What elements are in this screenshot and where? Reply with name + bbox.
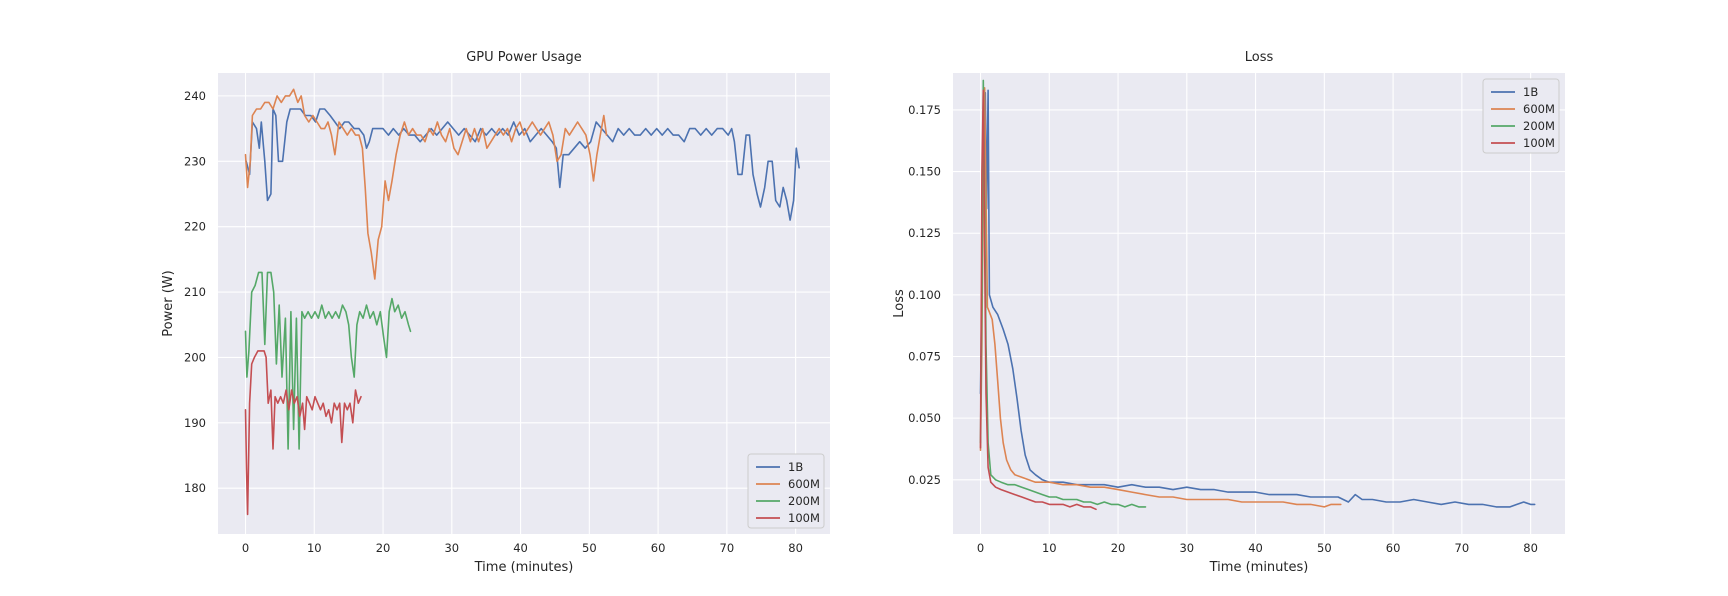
power-y-axis-label: Power (W) bbox=[161, 270, 176, 336]
power-legend-label-200m: 200M bbox=[788, 494, 820, 508]
power-x-tick-label: 80 bbox=[788, 541, 803, 555]
power-x-tick-label: 50 bbox=[582, 541, 597, 555]
power-legend-label-600m: 600M bbox=[788, 477, 820, 491]
loss-x-tick-label: 80 bbox=[1523, 541, 1538, 555]
power-series-100m bbox=[244, 350, 362, 516]
power-x-tick-label: 70 bbox=[720, 541, 735, 555]
loss-x-tick-label: 40 bbox=[1248, 541, 1263, 555]
loss-legend-label-1b: 1B bbox=[1523, 85, 1538, 99]
power-y-tick-label: 220 bbox=[184, 220, 206, 234]
power-legend-box bbox=[747, 453, 825, 529]
loss-legend: 1B 600M 200M 100M bbox=[1482, 78, 1560, 154]
loss-x-tick-label: 20 bbox=[1111, 541, 1126, 555]
loss-series-200m bbox=[979, 79, 1147, 508]
power-y-tick-label: 240 bbox=[184, 89, 206, 103]
power-legend-label-1b: 1B bbox=[788, 460, 803, 474]
power-series-1b bbox=[245, 108, 800, 221]
power-x-tick-label: 20 bbox=[376, 541, 391, 555]
power-chart-title: GPU Power Usage bbox=[466, 50, 582, 65]
loss-legend-label-200m: 200M bbox=[1523, 119, 1555, 133]
power-x-tick-label: 40 bbox=[513, 541, 528, 555]
loss-y-axis-label: Loss bbox=[892, 289, 907, 318]
power-y-tick-label: 230 bbox=[184, 154, 206, 168]
loss-x-tick-label: 70 bbox=[1455, 541, 1470, 555]
loss-legend-box bbox=[1482, 78, 1560, 154]
loss-x-tick-label: 50 bbox=[1317, 541, 1332, 555]
loss-x-tick-label: 30 bbox=[1179, 541, 1194, 555]
chart-gpu-power: 0 10 20 30 40 50 60 70 80 180 190 200 210 220 230 240 GP… bbox=[161, 50, 830, 575]
loss-x-tick-label: 10 bbox=[1042, 541, 1057, 555]
loss-series-1b bbox=[979, 89, 1536, 508]
loss-x-tick-label: 60 bbox=[1386, 541, 1401, 555]
loss-y-tick-label: 0.025 bbox=[908, 473, 941, 487]
power-series-200m bbox=[244, 271, 412, 450]
loss-plot-area bbox=[953, 73, 1565, 534]
power-x-tick-label: 10 bbox=[307, 541, 322, 555]
power-legend: 1B 600M 200M 100M bbox=[747, 453, 825, 529]
power-y-tick-label: 180 bbox=[184, 481, 206, 495]
loss-y-tick-label: 0.125 bbox=[908, 226, 941, 240]
loss-y-tick-label: 0.050 bbox=[908, 411, 941, 425]
power-plot-area bbox=[218, 73, 830, 534]
power-legend-label-100m: 100M bbox=[788, 511, 820, 525]
power-x-tick-label: 30 bbox=[444, 541, 459, 555]
loss-y-tick-label: 0.175 bbox=[908, 103, 941, 117]
loss-x-tick-label: 0 bbox=[977, 541, 984, 555]
loss-series-600m bbox=[979, 87, 1342, 508]
loss-chart-title: Loss bbox=[1245, 50, 1274, 65]
loss-y-tick-label: 0.075 bbox=[908, 350, 941, 364]
loss-legend-label-600m: 600M bbox=[1523, 102, 1555, 116]
power-x-tick-label: 60 bbox=[651, 541, 666, 555]
power-y-tick-label: 190 bbox=[184, 416, 206, 430]
power-x-tick-label: 0 bbox=[242, 541, 249, 555]
power-series-600m bbox=[244, 88, 608, 280]
loss-x-axis-label: Time (minutes) bbox=[1209, 560, 1309, 575]
power-y-tick-label: 200 bbox=[184, 350, 206, 364]
loss-y-tick-label: 0.150 bbox=[908, 165, 941, 179]
chart-loss: 0 10 20 30 40 50 60 70 80 0.025 0.050 0.075 0.100 0.1… bbox=[892, 50, 1565, 575]
loss-series-100m bbox=[979, 89, 1097, 511]
loss-y-tick-label: 0.100 bbox=[908, 288, 941, 302]
power-x-axis-label: Time (minutes) bbox=[474, 560, 574, 575]
loss-legend-label-100m: 100M bbox=[1523, 136, 1555, 150]
power-y-tick-label: 210 bbox=[184, 285, 206, 299]
